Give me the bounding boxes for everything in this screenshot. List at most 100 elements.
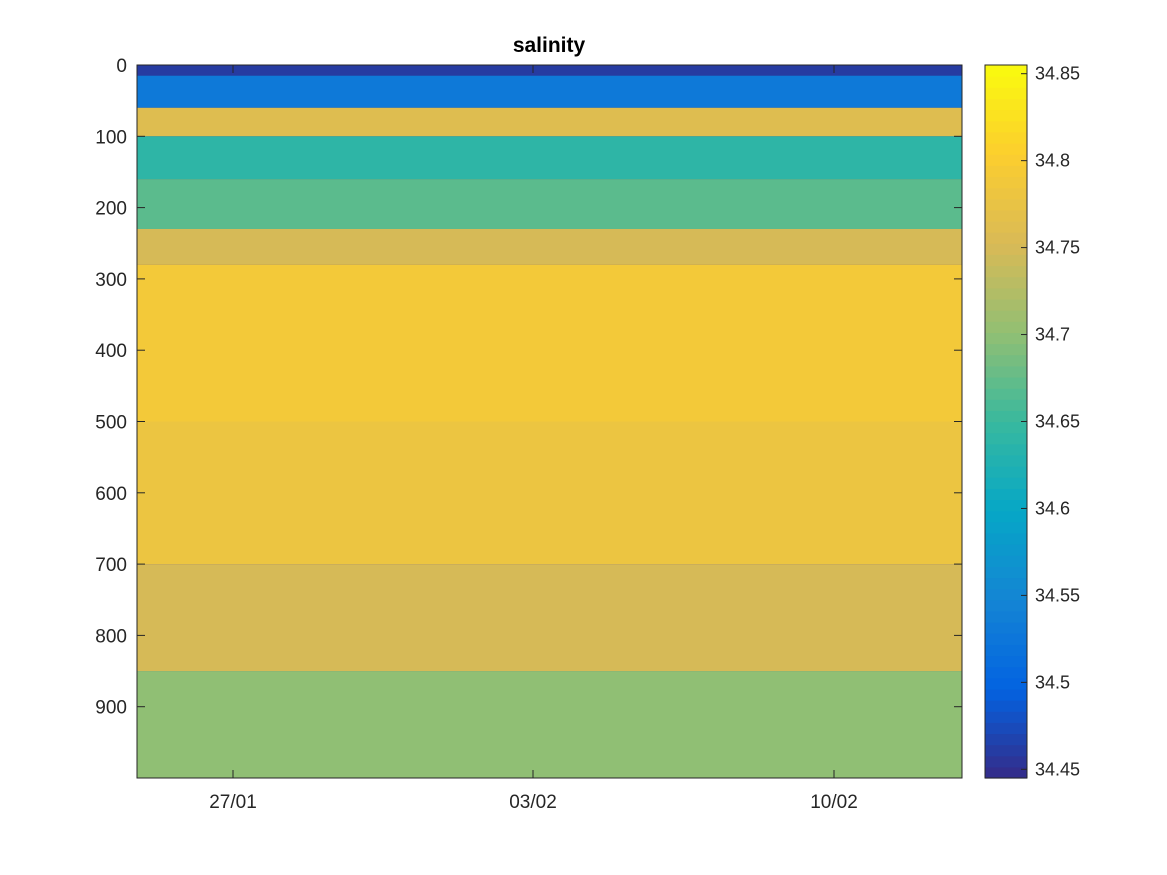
chart-title: salinity — [513, 34, 586, 57]
heatmap-layer — [137, 179, 962, 229]
colorbar-swatch — [985, 154, 1027, 166]
heatmap-layer — [137, 421, 962, 565]
colorbar-swatch — [985, 510, 1027, 523]
colorbar-swatch — [985, 399, 1027, 411]
colorbar-swatch — [985, 254, 1027, 267]
colorbar-swatch — [985, 343, 1027, 356]
colorbar-swatch — [985, 76, 1027, 88]
colorbar-swatch — [985, 722, 1027, 735]
colorbar-swatch — [985, 666, 1027, 679]
colorbar-swatch — [985, 711, 1027, 723]
colorbar-tick-label: 34.85 — [1035, 64, 1080, 84]
colorbar-swatch — [985, 65, 1027, 77]
colorbar-swatch — [985, 577, 1027, 590]
colorbar-swatch — [985, 588, 1027, 601]
colorbar-tick-label: 34.65 — [1035, 412, 1080, 432]
x-tick-label: 03/02 — [509, 792, 557, 813]
colorbar-swatch — [985, 332, 1027, 345]
colorbar-swatch — [985, 700, 1027, 712]
colorbar-swatch — [985, 198, 1027, 211]
colorbar-tick-label: 34.75 — [1035, 238, 1080, 258]
colorbar-swatch — [985, 454, 1027, 467]
colorbar-swatch — [985, 354, 1027, 367]
colorbar-tick-label: 34.55 — [1035, 585, 1080, 605]
y-tick-label: 200 — [95, 199, 127, 220]
colorbar-swatch — [985, 410, 1027, 423]
colorbar-swatch — [985, 766, 1027, 779]
colorbar-swatch — [985, 131, 1027, 144]
colorbar-swatch — [985, 376, 1027, 389]
colorbar-swatch — [985, 220, 1027, 233]
y-tick-label: 700 — [95, 555, 127, 576]
y-tick-label: 600 — [95, 484, 127, 505]
colorbar-tick-label: 34.5 — [1035, 672, 1070, 692]
colorbar-swatch — [985, 521, 1027, 534]
colorbar-swatch — [985, 243, 1027, 255]
y-tick-label: 300 — [95, 270, 127, 291]
colorbar — [984, 64, 1028, 779]
y-tick-label: 800 — [95, 626, 127, 647]
colorbar-swatch — [985, 733, 1027, 746]
colorbar-swatch — [985, 98, 1027, 111]
heatmap-layer — [137, 564, 962, 672]
colorbar-swatch — [985, 176, 1027, 189]
colorbar-ticks: 34.45 34.5 34.55 34.6 34.65 34.7 34.75 34.8 34.8… — [1021, 64, 1080, 779]
colorbar-swatch — [985, 209, 1027, 222]
colorbar-swatch — [985, 165, 1027, 178]
colorbar-swatch — [985, 599, 1027, 612]
colorbar-swatch — [985, 287, 1027, 300]
colorbar-swatch — [985, 488, 1027, 501]
colorbar-swatch — [985, 655, 1027, 668]
colorbar-swatch — [985, 466, 1027, 478]
colorbar-swatch — [985, 232, 1027, 244]
heatmap-layer — [137, 75, 962, 108]
colorbar-swatch — [985, 142, 1027, 155]
heatmap-layer — [137, 65, 962, 76]
colorbar-tick-label: 34.6 — [1035, 498, 1070, 518]
colorbar-swatch — [985, 566, 1027, 579]
colorbar-swatch — [985, 688, 1027, 701]
colorbar-swatch — [985, 532, 1027, 545]
colorbar-swatch — [985, 555, 1027, 567]
y-tick-label: 900 — [95, 698, 127, 719]
colorbar-swatch — [985, 187, 1027, 200]
y-tick-label: 0 — [116, 56, 127, 77]
colorbar-swatch — [985, 388, 1027, 400]
heatmap — [137, 65, 962, 778]
colorbar-swatch — [985, 544, 1027, 556]
colorbar-swatch — [985, 109, 1027, 122]
x-tick-label: 10/02 — [810, 792, 858, 813]
heatmap-layer — [137, 228, 962, 265]
colorbar-swatch — [985, 87, 1027, 100]
y-axis: 0 100 200 300 400 500 600 700 800 900 — [95, 56, 962, 719]
x-tick-label: 27/01 — [209, 792, 257, 813]
colorbar-swatch — [985, 610, 1027, 623]
colorbar-swatch — [985, 265, 1027, 278]
y-tick-label: 400 — [95, 341, 127, 362]
x-axis: 27/01 03/02 10/02 — [209, 65, 858, 813]
colorbar-swatch — [985, 755, 1027, 768]
colorbar-swatch — [985, 633, 1027, 645]
colorbar-swatch — [985, 120, 1027, 133]
colorbar-swatch — [985, 321, 1027, 333]
y-tick-label: 100 — [95, 127, 127, 148]
colorbar-swatch — [985, 677, 1027, 690]
colorbar-swatch — [985, 622, 1027, 634]
colorbar-swatch — [985, 499, 1027, 512]
colorbar-swatch — [985, 421, 1027, 434]
colorbar-swatch — [985, 310, 1027, 322]
colorbar-swatch — [985, 744, 1027, 757]
colorbar-swatch — [985, 432, 1027, 445]
heatmap-layer — [137, 136, 962, 180]
colorbar-swatch — [985, 477, 1027, 489]
colorbar-swatch — [985, 644, 1027, 657]
colorbar-swatch — [985, 276, 1027, 289]
colorbar-swatch — [985, 443, 1027, 456]
heatmap-layer — [137, 264, 962, 422]
y-tick-label: 500 — [95, 413, 127, 434]
colorbar-tick-label: 34.7 — [1035, 325, 1070, 345]
colorbar-tick-label: 34.45 — [1035, 759, 1080, 779]
colorbar-tick-label: 34.8 — [1035, 151, 1070, 171]
heatmap-layer — [137, 107, 962, 137]
